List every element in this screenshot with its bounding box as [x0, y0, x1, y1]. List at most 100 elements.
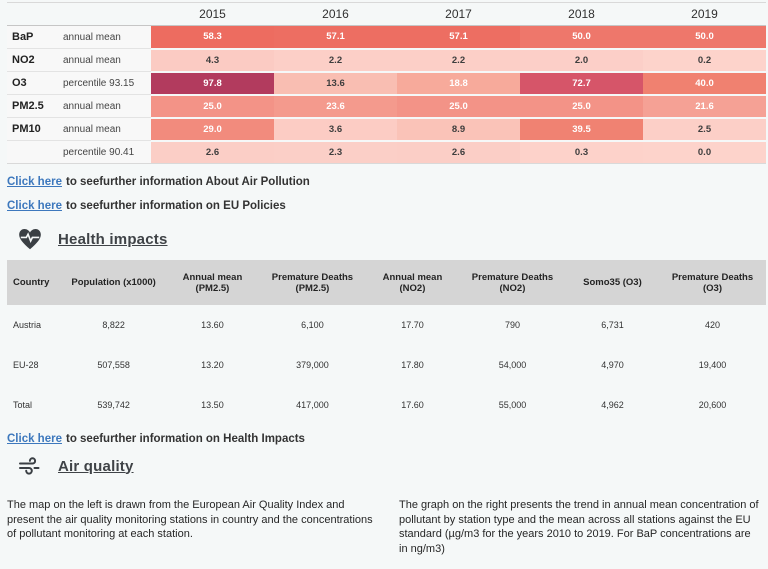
air-pollution-info-text: to seefurther information About Air Poll… [65, 176, 310, 188]
heatmap-cell: 97.8 [151, 71, 274, 96]
col-annual-mean-no2: Annual mean (NO2) [365, 260, 459, 305]
heatmap-cell: 0.0 [643, 140, 766, 164]
cell: 790 [504, 320, 520, 330]
health-row-total: Total 539,742 13.50 417,000 17.60 55,000… [7, 385, 766, 425]
health-row-eu28: EU-28 507,558 13.20 379,000 17.80 54,000… [7, 345, 766, 385]
health-impacts-info-line: Click here to seefurther information on H… [7, 433, 768, 445]
heatmap-cell: 3.6 [274, 117, 397, 142]
health-impacts-title: Health impacts [58, 230, 168, 248]
cell: Total [13, 400, 33, 410]
air-quality-descriptions: The map on the left is drawn from the Eu… [7, 498, 765, 557]
col-premature-deaths-pm25: Premature Deaths (PM2.5) [258, 260, 366, 305]
wind-icon [17, 454, 43, 478]
air-quality-header: Air quality [17, 454, 768, 478]
heatmap-row-pm25: PM2.5 annual mean 25.0 23.6 25.0 25.0 21… [7, 94, 766, 119]
measure-label: percentile 93.15 [61, 71, 151, 95]
heatmap-cell: 50.0 [643, 25, 766, 50]
heatmap-cell: 57.1 [397, 25, 520, 50]
pollutant-label: PM2.5 [7, 94, 61, 118]
air-pollution-info-line: Click here to seefurther information Abou… [7, 176, 768, 188]
heatmap-cell: 2.2 [274, 48, 397, 73]
year-column-header: 2015 [151, 2, 274, 26]
measure-label: annual mean [61, 94, 151, 118]
year-column-header: 2019 [643, 2, 766, 26]
heatmap-cell: 4.3 [151, 48, 274, 73]
health-impacts-info-text: to seefurther information on Health Impa… [65, 433, 305, 445]
cell: 4,962 [601, 400, 624, 410]
cell: 55,000 [498, 400, 527, 410]
pollutant-label: PM10 [7, 117, 61, 141]
heatmap-row-percentile90: percentile 90.41 2.6 2.3 2.6 0.3 0.0 [7, 140, 766, 164]
heatmap-year-header-row: 2015 2016 2017 2018 2019 [7, 2, 766, 26]
eu-policies-info-text: to seefurther information on EU Policies [65, 200, 286, 212]
pollutant-label: BaP [7, 25, 61, 49]
heart-pulse-icon [17, 227, 43, 251]
heatmap-cell: 23.6 [274, 94, 397, 119]
heatmap-cell: 18.8 [397, 71, 520, 96]
cell: 507,558 [97, 360, 130, 370]
heatmap-corner-blank [7, 2, 61, 26]
heatmap-cell: 2.5 [643, 117, 766, 142]
heatmap-cell: 0.2 [643, 48, 766, 73]
cell: 8,822 [102, 320, 125, 330]
heatmap-cell: 2.0 [520, 48, 643, 73]
col-somo35-o3: Somo35 (O3) [565, 260, 659, 305]
heatmap-cell: 29.0 [151, 117, 274, 142]
measure-label: percentile 90.41 [61, 140, 151, 164]
heatmap-cell: 58.3 [151, 25, 274, 50]
heatmap-cell: 25.0 [397, 94, 520, 119]
pollutant-label: NO2 [7, 48, 61, 72]
cell: 17.60 [401, 400, 424, 410]
air-pollution-info-link[interactable]: Click here [7, 176, 62, 188]
cell: Austria [13, 320, 42, 330]
heatmap-cell: 25.0 [151, 94, 274, 119]
measure-label: annual mean [61, 117, 151, 141]
col-country: Country [7, 260, 62, 305]
eu-policies-info-link[interactable]: Click here [7, 200, 62, 212]
heatmap-cell: 2.3 [274, 140, 397, 164]
eu-policies-info-line: Click here to seefurther information on E… [7, 200, 768, 212]
year-column-header: 2018 [520, 2, 643, 26]
pollutant-heatmap: 2015 2016 2017 2018 2019 BaP annual mean… [7, 2, 766, 164]
col-population: Population (x1000) [61, 260, 166, 305]
heatmap-cell: 2.6 [397, 140, 520, 164]
measure-label: annual mean [61, 25, 151, 49]
cell: 13.60 [201, 320, 224, 330]
cell: 420 [704, 320, 720, 330]
heatmap-row-pm10: PM10 annual mean 29.0 3.6 8.9 39.5 2.5 [7, 117, 766, 142]
pollutant-label: O3 [7, 71, 61, 95]
heatmap-cell: 72.7 [520, 71, 643, 96]
health-impacts-header: Health impacts [17, 227, 768, 251]
cell: 19,400 [698, 360, 727, 370]
col-premature-deaths-no2: Premature Deaths (NO2) [458, 260, 566, 305]
heatmap-cell: 57.1 [274, 25, 397, 50]
info-links: Click here to seefurther information Abou… [7, 176, 768, 212]
map-description-paragraph: The map on the left is drawn from the Eu… [7, 499, 373, 541]
cell: 54,000 [498, 360, 527, 370]
heatmap-cell: 13.6 [274, 71, 397, 96]
heatmap-cell: 2.6 [151, 140, 274, 164]
cell: 6,100 [301, 320, 324, 330]
heatmap-cell: 21.6 [643, 94, 766, 119]
heatmap-cell: 8.9 [397, 117, 520, 142]
col-premature-deaths-o3: Premature Deaths (O3) [658, 260, 766, 305]
measure-label: annual mean [61, 48, 151, 72]
heatmap-cell: 0.3 [520, 140, 643, 164]
heatmap-cell: 50.0 [520, 25, 643, 50]
cell: 17.70 [401, 320, 424, 330]
heatmap-cell: 39.5 [520, 117, 643, 142]
cell: 13.20 [201, 360, 224, 370]
heatmap-corner-blank [61, 2, 151, 26]
health-row-austria: Austria 8,822 13.60 6,100 17.70 790 6,73… [7, 305, 766, 345]
cell: 20,600 [698, 400, 727, 410]
heatmap-cell: 40.0 [643, 71, 766, 96]
graph-description-paragraph: The graph on the right presents the tren… [399, 499, 759, 555]
health-header-row: Country Population (x1000) Annual mean (… [7, 260, 766, 305]
col-annual-mean-pm25: Annual mean (PM2.5) [165, 260, 259, 305]
cell: 6,731 [601, 320, 624, 330]
year-column-header: 2016 [274, 2, 397, 26]
health-impacts-info-link[interactable]: Click here [7, 433, 62, 445]
cell: 13.50 [201, 400, 224, 410]
cell: 379,000 [296, 360, 329, 370]
cell: 539,742 [97, 400, 130, 410]
